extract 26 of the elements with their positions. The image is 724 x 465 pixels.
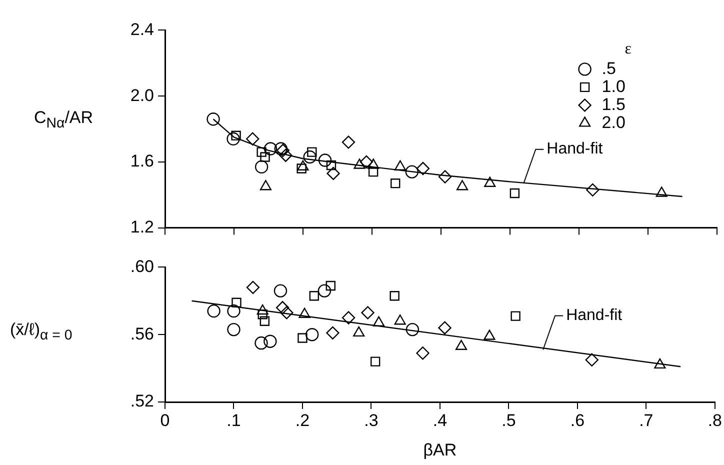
x-tick-label: .6 (570, 410, 585, 430)
x-axis-title: βAR (423, 440, 457, 460)
y-axis-title: C$_{Nα}$/AR (34, 108, 94, 132)
y-axis-title: (x̄/ℓ)$_{α = 0}$ (10, 320, 72, 344)
legend-label: 1.5 (602, 94, 626, 114)
y-tick-label: 2.4 (130, 20, 154, 39)
legend-label: 2.0 (602, 112, 626, 132)
y-tick-label: .56 (130, 324, 154, 344)
x-tick-label: .7 (639, 410, 654, 430)
y-tick-label: 1.2 (130, 217, 154, 236)
y-tick-label: .52 (130, 392, 154, 411)
legend-label: 1.0 (602, 76, 626, 96)
x-tick-label: .3 (364, 410, 378, 430)
x-tick-label: 0 (160, 410, 170, 430)
legend-label: .5 (602, 58, 616, 78)
x-tick-label: .2 (295, 410, 310, 430)
x-tick-label: .4 (432, 410, 448, 430)
x-tick-label: .8 (708, 410, 722, 430)
annotation: Hand-fit (546, 140, 604, 158)
x-tick-label: .1 (226, 410, 241, 430)
annotation: Hand-fit (566, 307, 623, 324)
legend-title: ε (624, 40, 632, 58)
x-tick-label: .5 (502, 410, 516, 430)
y-tick-label: 2.0 (130, 86, 154, 105)
y-tick-label: 1.6 (130, 152, 154, 171)
y-tick-label: .60 (130, 256, 154, 276)
